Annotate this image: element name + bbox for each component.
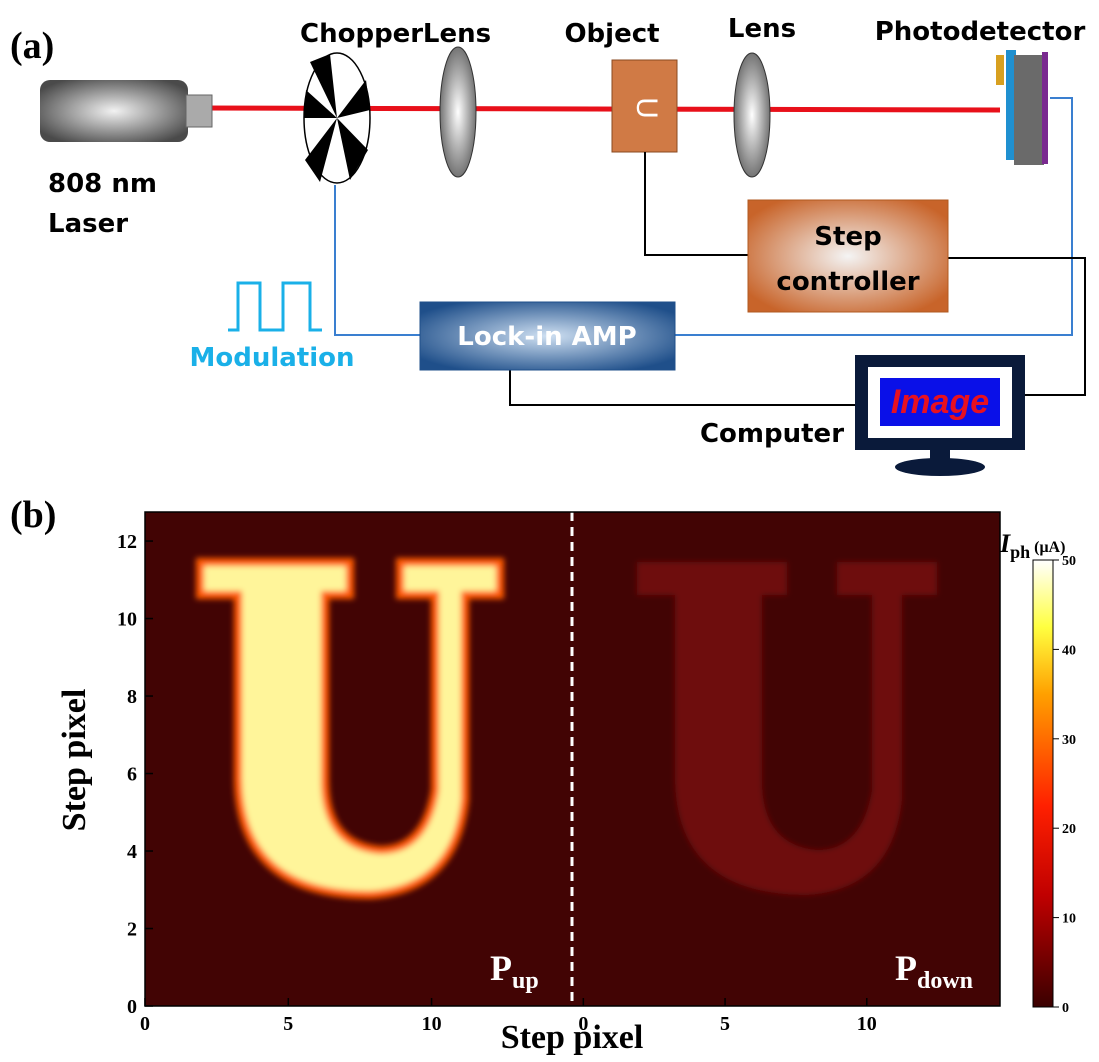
label: 808 nm [48,169,157,199]
label-main: P [895,948,917,988]
colorbar-tick-label: 30 [1062,733,1076,748]
y-tick-label: 8 [127,686,137,708]
label-sub: ph [1010,542,1030,562]
y-tick-label: 6 [127,764,137,786]
label-sub: up [512,968,539,994]
panel-tag: (b) [10,494,56,536]
figure: (a) U Chopper Lens Object Lens Photodete… [0,0,1099,1057]
y-tick-label: 2 [127,919,137,941]
object-glyph: U [630,97,663,119]
label: Lens [423,19,491,49]
y-tick-label: 10 [117,609,137,631]
label-main: P [490,948,512,988]
label: Laser [48,209,128,239]
photodetector [996,50,1048,165]
label-sub: down [917,968,973,994]
screen-text: Image [891,383,989,421]
square-wave [228,283,322,330]
y-tick-label: 0 [127,996,137,1018]
label: Chopper [300,19,423,49]
y-tick-label: 12 [117,531,137,553]
label: Computer [700,419,844,449]
label: Lock-in AMP [457,322,636,352]
x-tick-label: 0 [140,1013,150,1035]
panel-tag: (a) [10,25,54,67]
panel-b: (b) Pup Pdown Step pixel Step pixel Iph(… [10,494,1076,1056]
x-tick-label: 5 [720,1013,730,1035]
y-axis-label: Step pixel [56,689,93,832]
x-axis-label: Step pixel [501,1019,644,1056]
label: Lens [728,14,796,44]
panel-a: (a) U Chopper Lens Object Lens Photodete… [10,14,1085,476]
colorbar-tick-label: 0 [1062,1001,1069,1016]
x-tick-label: 0 [578,1013,588,1035]
label-unit: (μA) [1034,539,1065,556]
laser-aperture [186,95,212,127]
label: controller [776,267,919,297]
x-tick-label: 10 [422,1013,442,1035]
colorbar-tick-label: 50 [1062,554,1076,569]
lens [440,47,476,177]
y-tick-label: 4 [127,841,137,863]
chopper-wheel [304,53,370,183]
colorbar-tick-label: 20 [1062,822,1076,837]
x-tick-label: 10 [857,1013,877,1035]
colorbar [1033,560,1053,1007]
colorbar-label: Iph(μA) [999,529,1065,562]
colorbar-tick-label: 10 [1062,912,1076,927]
label: Step [814,222,881,252]
laser [40,80,188,142]
label: Modulation [189,343,354,373]
colorbar-tick-label: 40 [1062,643,1076,658]
label: Photodetector [875,17,1086,47]
x-tick-label: 5 [283,1013,293,1035]
label: Object [564,19,659,49]
lens [734,53,770,177]
